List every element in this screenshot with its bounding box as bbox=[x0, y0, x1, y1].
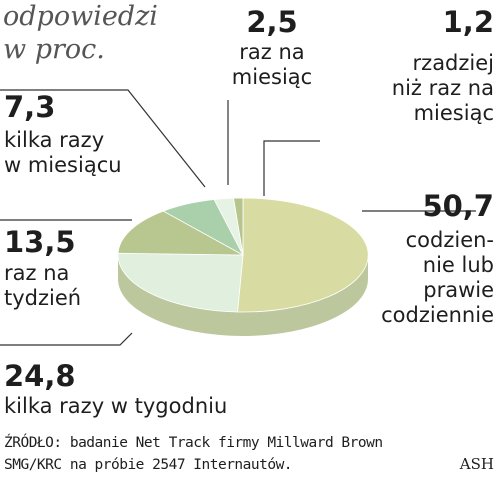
pie bbox=[117, 197, 369, 313]
value-label: 7,3 bbox=[4, 90, 56, 124]
source-note: ŹRÓDŁO: badanie Net Track firmy Millward… bbox=[4, 435, 383, 473]
leader-line bbox=[0, 89, 206, 188]
credit: ASH bbox=[459, 455, 494, 473]
category-label: codzien- nie lub prawie codziennie bbox=[381, 228, 494, 327]
leader-line bbox=[0, 332, 133, 346]
pie-slice bbox=[117, 210, 244, 256]
value-label: 1,2 bbox=[442, 5, 494, 39]
category-label: rzadziej niż raz na miesiąc bbox=[391, 51, 494, 125]
leader-line bbox=[263, 140, 320, 196]
value-label: 2,5 bbox=[246, 5, 298, 39]
value-label: 13,5 bbox=[4, 225, 76, 259]
category-label: kilka razy w tygodniu bbox=[4, 394, 228, 418]
value-label: 24,8 bbox=[4, 359, 76, 393]
value-label: 50,7 bbox=[422, 189, 494, 223]
pie-slice bbox=[237, 197, 369, 313]
pie-slice bbox=[117, 252, 244, 313]
category-label: kilka razy w miesiącu bbox=[4, 128, 122, 177]
category-label: raz na miesiąc bbox=[231, 40, 313, 89]
pie-slice bbox=[233, 197, 244, 256]
chart-title: odpowiedzi w proc. bbox=[3, 1, 158, 65]
category-label: raz na tydzień bbox=[4, 261, 82, 310]
